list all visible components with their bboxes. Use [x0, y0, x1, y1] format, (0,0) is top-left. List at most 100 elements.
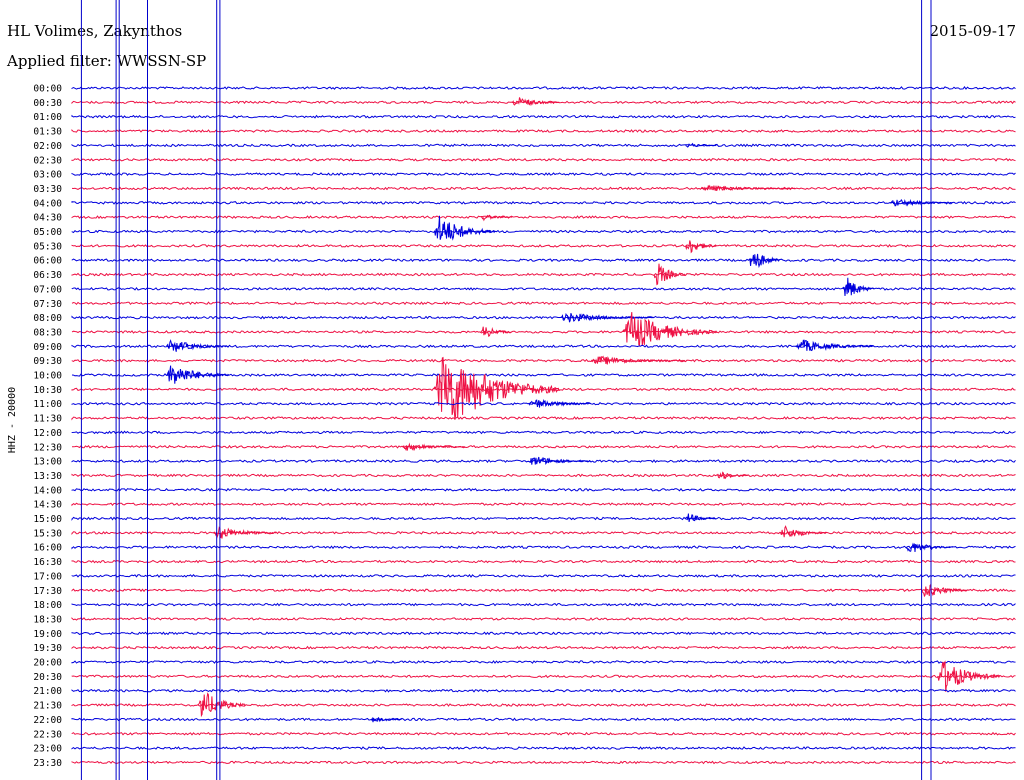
trace-row-1130	[71, 416, 1016, 421]
row-time-label: 03:00	[33, 170, 62, 181]
event-1100-0	[528, 399, 591, 408]
row-time-label: 08:00	[33, 313, 62, 324]
event-0830-1	[480, 326, 513, 338]
event-0700-0	[842, 277, 875, 297]
trace-row-2030	[71, 674, 1016, 679]
trace-row-0400	[71, 200, 1016, 205]
trace-row-0730	[71, 301, 1016, 306]
trace-row-2100	[71, 688, 1016, 693]
trace-row-2300	[71, 746, 1016, 750]
date-label: 2015-09-17	[929, 22, 1016, 40]
row-time-label: 17:00	[33, 571, 62, 582]
row-time-label: 02:30	[33, 155, 62, 166]
event-0900-1	[795, 339, 875, 352]
station-title: HL Volimes, Zakynthos	[7, 22, 183, 40]
row-time-label: 19:30	[33, 643, 62, 654]
event-0900-0	[166, 339, 230, 352]
row-time-label: 11:30	[33, 414, 62, 425]
row-time-label: 12:30	[33, 442, 62, 453]
row-time-label: 16:00	[33, 543, 62, 554]
trace-row-0800	[71, 315, 1016, 320]
row-time-label: 09:00	[33, 342, 62, 353]
trace-row-1830	[71, 617, 1016, 621]
trace-row-2230	[71, 731, 1016, 736]
row-time-label: 05:00	[33, 227, 62, 238]
trace-row-1200	[71, 430, 1016, 435]
row-time-label: 20:30	[33, 672, 62, 683]
row-time-label: 19:00	[33, 629, 62, 640]
trace-row-1330	[71, 473, 1016, 478]
event-2130-0	[197, 692, 246, 718]
event-1500-0	[685, 513, 717, 522]
trace-row-0330	[71, 186, 1016, 191]
row-time-label: 12:00	[33, 428, 62, 439]
trace-row-1230	[72, 444, 1016, 449]
event-0430-0	[480, 214, 513, 222]
trace-row-1000	[71, 373, 1016, 377]
event-0830-0	[622, 312, 717, 347]
trace-row-1900	[71, 631, 1016, 636]
filter-label: Applied filter: WWSSN-SP	[7, 52, 207, 70]
row-time-label: 23:00	[33, 744, 62, 755]
row-time-label: 01:30	[33, 127, 62, 138]
event-2030-0	[937, 660, 1001, 692]
event-0800-0	[559, 312, 654, 323]
row-time-label: 21:30	[33, 701, 62, 712]
row-time-label: 11:00	[33, 399, 62, 410]
row-time-label: 17:30	[33, 586, 62, 597]
trace-row-0100	[71, 114, 1016, 119]
event-1230-0	[402, 442, 465, 452]
row-time-label: 13:30	[33, 471, 62, 482]
trace-row-1700	[71, 573, 1016, 578]
channel-axis-label: HHZ - 20000	[7, 387, 18, 453]
row-time-label: 02:00	[33, 141, 62, 152]
event-1600-0	[905, 542, 953, 553]
row-time-label: 04:30	[33, 213, 62, 224]
row-time-label: 08:30	[33, 327, 62, 338]
row-time-label: 06:30	[33, 270, 62, 281]
event-0930-0	[591, 355, 686, 365]
row-time-label: 03:30	[33, 184, 62, 195]
trace-row-1500	[71, 516, 1016, 521]
row-time-label: 00:30	[33, 98, 62, 109]
row-time-label: 18:30	[33, 614, 62, 625]
row-time-label: 10:00	[33, 371, 62, 382]
event-0530-0	[685, 240, 717, 254]
event-0630-0	[653, 263, 686, 286]
row-time-label: 06:00	[33, 256, 62, 267]
trace-row-0500	[71, 229, 1016, 234]
row-time-label: 01:00	[33, 112, 62, 123]
trace-row-2000	[71, 660, 1016, 664]
event-1000-0	[166, 365, 229, 384]
trace-row-0600	[71, 258, 1016, 263]
row-time-label: 15:00	[33, 514, 62, 525]
trace-row-0430	[71, 215, 1016, 220]
row-time-label: 22:00	[33, 715, 62, 726]
trace-row-1630	[71, 559, 1016, 564]
trace-row-1400	[71, 487, 1016, 492]
row-time-label: 16:30	[33, 557, 62, 568]
trace-row-1930	[71, 645, 1016, 650]
event-2200-0	[370, 716, 402, 723]
trace-row-1030	[71, 387, 1016, 392]
event-1730-0	[921, 583, 969, 598]
trace-row-0530	[71, 243, 1016, 248]
row-time-label: 18:00	[33, 600, 62, 611]
trace-row-0930	[71, 358, 1016, 363]
row-time-label: 05:30	[33, 241, 62, 252]
row-time-label: 22:30	[33, 729, 62, 740]
event-1530-1	[780, 525, 827, 538]
row-time-label: 04:00	[33, 198, 62, 209]
trace-row-0000	[71, 86, 1016, 90]
event-0330-0	[701, 184, 796, 192]
trace-row-1600	[71, 545, 1016, 550]
event-1330-0	[716, 471, 749, 480]
row-time-label: 10:30	[33, 385, 62, 396]
row-time-label: 09:30	[33, 356, 62, 367]
trace-row-2200	[71, 717, 1016, 722]
trace-row-0230	[71, 157, 1016, 162]
trace-row-0300	[71, 172, 1016, 176]
trace-row-1530	[71, 531, 1016, 535]
trace-row-2330	[71, 760, 1016, 765]
row-time-label: 15:30	[33, 528, 62, 539]
